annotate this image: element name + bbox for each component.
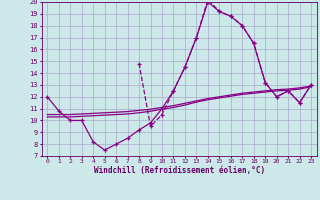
- X-axis label: Windchill (Refroidissement éolien,°C): Windchill (Refroidissement éolien,°C): [94, 166, 265, 175]
